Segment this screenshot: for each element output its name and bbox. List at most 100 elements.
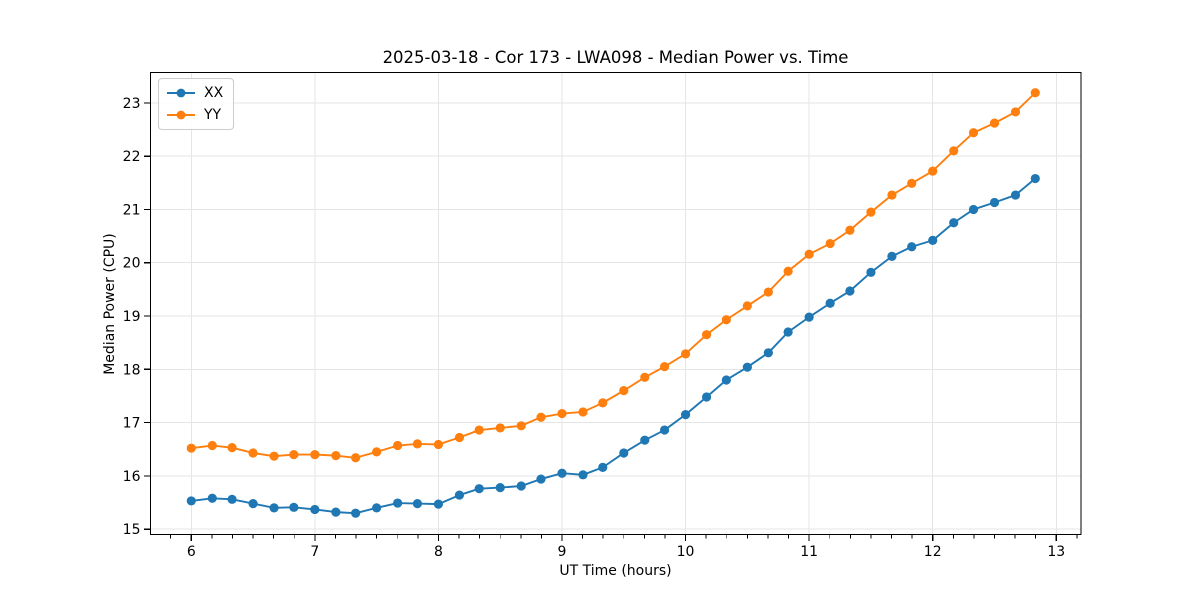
- data-point-YY: [866, 207, 876, 217]
- data-point-XX: [454, 490, 465, 500]
- data-point-YY: [1010, 107, 1021, 117]
- x-tick-label: 7: [310, 544, 319, 560]
- data-point-XX: [495, 483, 505, 493]
- y-tick-label: 23: [123, 96, 141, 112]
- y-tick-label: 19: [123, 309, 141, 325]
- data-point-XX: [289, 502, 299, 512]
- data-point-YY: [289, 449, 299, 460]
- data-point-YY: [598, 398, 608, 408]
- data-point-YY: [680, 349, 691, 359]
- data-point-YY: [825, 238, 835, 249]
- data-point-YY: [433, 439, 444, 450]
- legend-item-XX: XX: [166, 83, 223, 103]
- y-tick-label: 15: [123, 522, 141, 538]
- data-point-XX: [763, 348, 773, 358]
- x-axis-label: UT Time (hours): [559, 563, 672, 579]
- data-point-XX: [680, 410, 691, 420]
- data-point-YY: [659, 362, 670, 372]
- data-point-XX: [659, 425, 670, 435]
- data-point-XX: [619, 448, 629, 458]
- y-tick-label: 20: [123, 256, 141, 272]
- data-point-XX: [393, 498, 403, 508]
- data-point-XX: [412, 498, 423, 509]
- data-point-XX: [721, 375, 731, 385]
- data-point-YY: [495, 423, 505, 433]
- data-point-YY: [578, 407, 588, 417]
- data-point-YY: [331, 451, 341, 461]
- chart-title: 2025-03-18 - Cor 173 - LWA098 - Median P…: [382, 48, 849, 67]
- data-point-XX: [207, 493, 217, 503]
- y-tick-label: 16: [123, 469, 141, 485]
- data-point-XX: [269, 503, 279, 513]
- x-tick-label: 6: [187, 544, 196, 560]
- legend-label: YY: [204, 107, 222, 123]
- data-point-YY: [804, 249, 814, 259]
- data-point-YY: [248, 448, 258, 458]
- x-tick-label: 13: [1047, 544, 1065, 560]
- data-point-YY: [1030, 88, 1040, 98]
- series-XX: [186, 173, 1040, 518]
- x-tick-label: 9: [558, 544, 567, 560]
- y-tick-label: 21: [123, 202, 141, 218]
- data-point-XX: [598, 462, 608, 472]
- data-point-XX: [372, 503, 382, 513]
- data-point-YY: [949, 146, 959, 156]
- data-point-XX: [928, 235, 938, 245]
- data-point-XX: [186, 496, 196, 506]
- data-point-XX: [907, 242, 917, 252]
- gridlines: [150, 72, 1081, 535]
- legend: XX YY: [158, 78, 235, 130]
- x-tick-labels: 6 7 8 9 10 11 12 13: [187, 544, 1065, 560]
- data-point-YY: [721, 315, 731, 325]
- data-point-XX: [557, 468, 567, 478]
- data-point-YY: [989, 118, 1000, 128]
- legend-line-marker-icon: [167, 88, 195, 98]
- axes-spines: [149, 71, 1082, 536]
- data-point-XX: [701, 392, 712, 402]
- data-point-YY: [907, 178, 917, 188]
- data-point-YY: [351, 453, 361, 463]
- data-point-XX: [474, 484, 484, 494]
- data-point-YY: [393, 440, 403, 451]
- data-point-YY: [887, 190, 897, 200]
- y-tick-labels: 15 16 17 18 19 20 21 22 23: [123, 96, 141, 538]
- data-point-YY: [928, 166, 938, 176]
- y-tick-label: 18: [123, 362, 141, 378]
- x-tick-label: 11: [800, 544, 818, 560]
- data-point-YY: [701, 330, 712, 340]
- data-point-YY: [968, 128, 979, 138]
- data-point-YY: [640, 372, 650, 382]
- data-point-XX: [783, 327, 793, 337]
- legend-item-YY: YY: [166, 105, 223, 125]
- data-point-YY: [557, 408, 567, 419]
- data-point-YY: [763, 287, 773, 297]
- data-point-YY: [310, 449, 320, 460]
- data-point-YY: [516, 421, 526, 431]
- legend-label: XX: [204, 85, 224, 101]
- data-point-YY: [742, 301, 752, 311]
- legend-line-marker-icon: [167, 110, 195, 120]
- data-point-XX: [968, 204, 979, 215]
- data-point-YY: [536, 412, 546, 422]
- data-point-YY: [207, 440, 217, 451]
- y-axis-label: Median Power (CPU): [102, 233, 118, 375]
- y-tick-label: 17: [123, 416, 141, 432]
- data-point-XX: [742, 362, 752, 372]
- data-point-XX: [227, 494, 237, 504]
- data-point-YY: [845, 225, 855, 235]
- data-point-XX: [887, 251, 897, 261]
- data-point-XX: [536, 474, 546, 484]
- data-point-XX: [1030, 173, 1040, 184]
- data-point-XX: [248, 498, 258, 509]
- data-point-XX: [640, 435, 650, 445]
- data-point-XX: [516, 481, 526, 491]
- data-point-XX: [1010, 190, 1021, 200]
- axis-ticks: [144, 102, 1078, 541]
- data-point-XX: [866, 267, 876, 277]
- data-point-XX: [433, 499, 444, 509]
- data-point-XX: [578, 470, 588, 480]
- data-point-XX: [310, 504, 320, 515]
- data-point-YY: [186, 443, 196, 453]
